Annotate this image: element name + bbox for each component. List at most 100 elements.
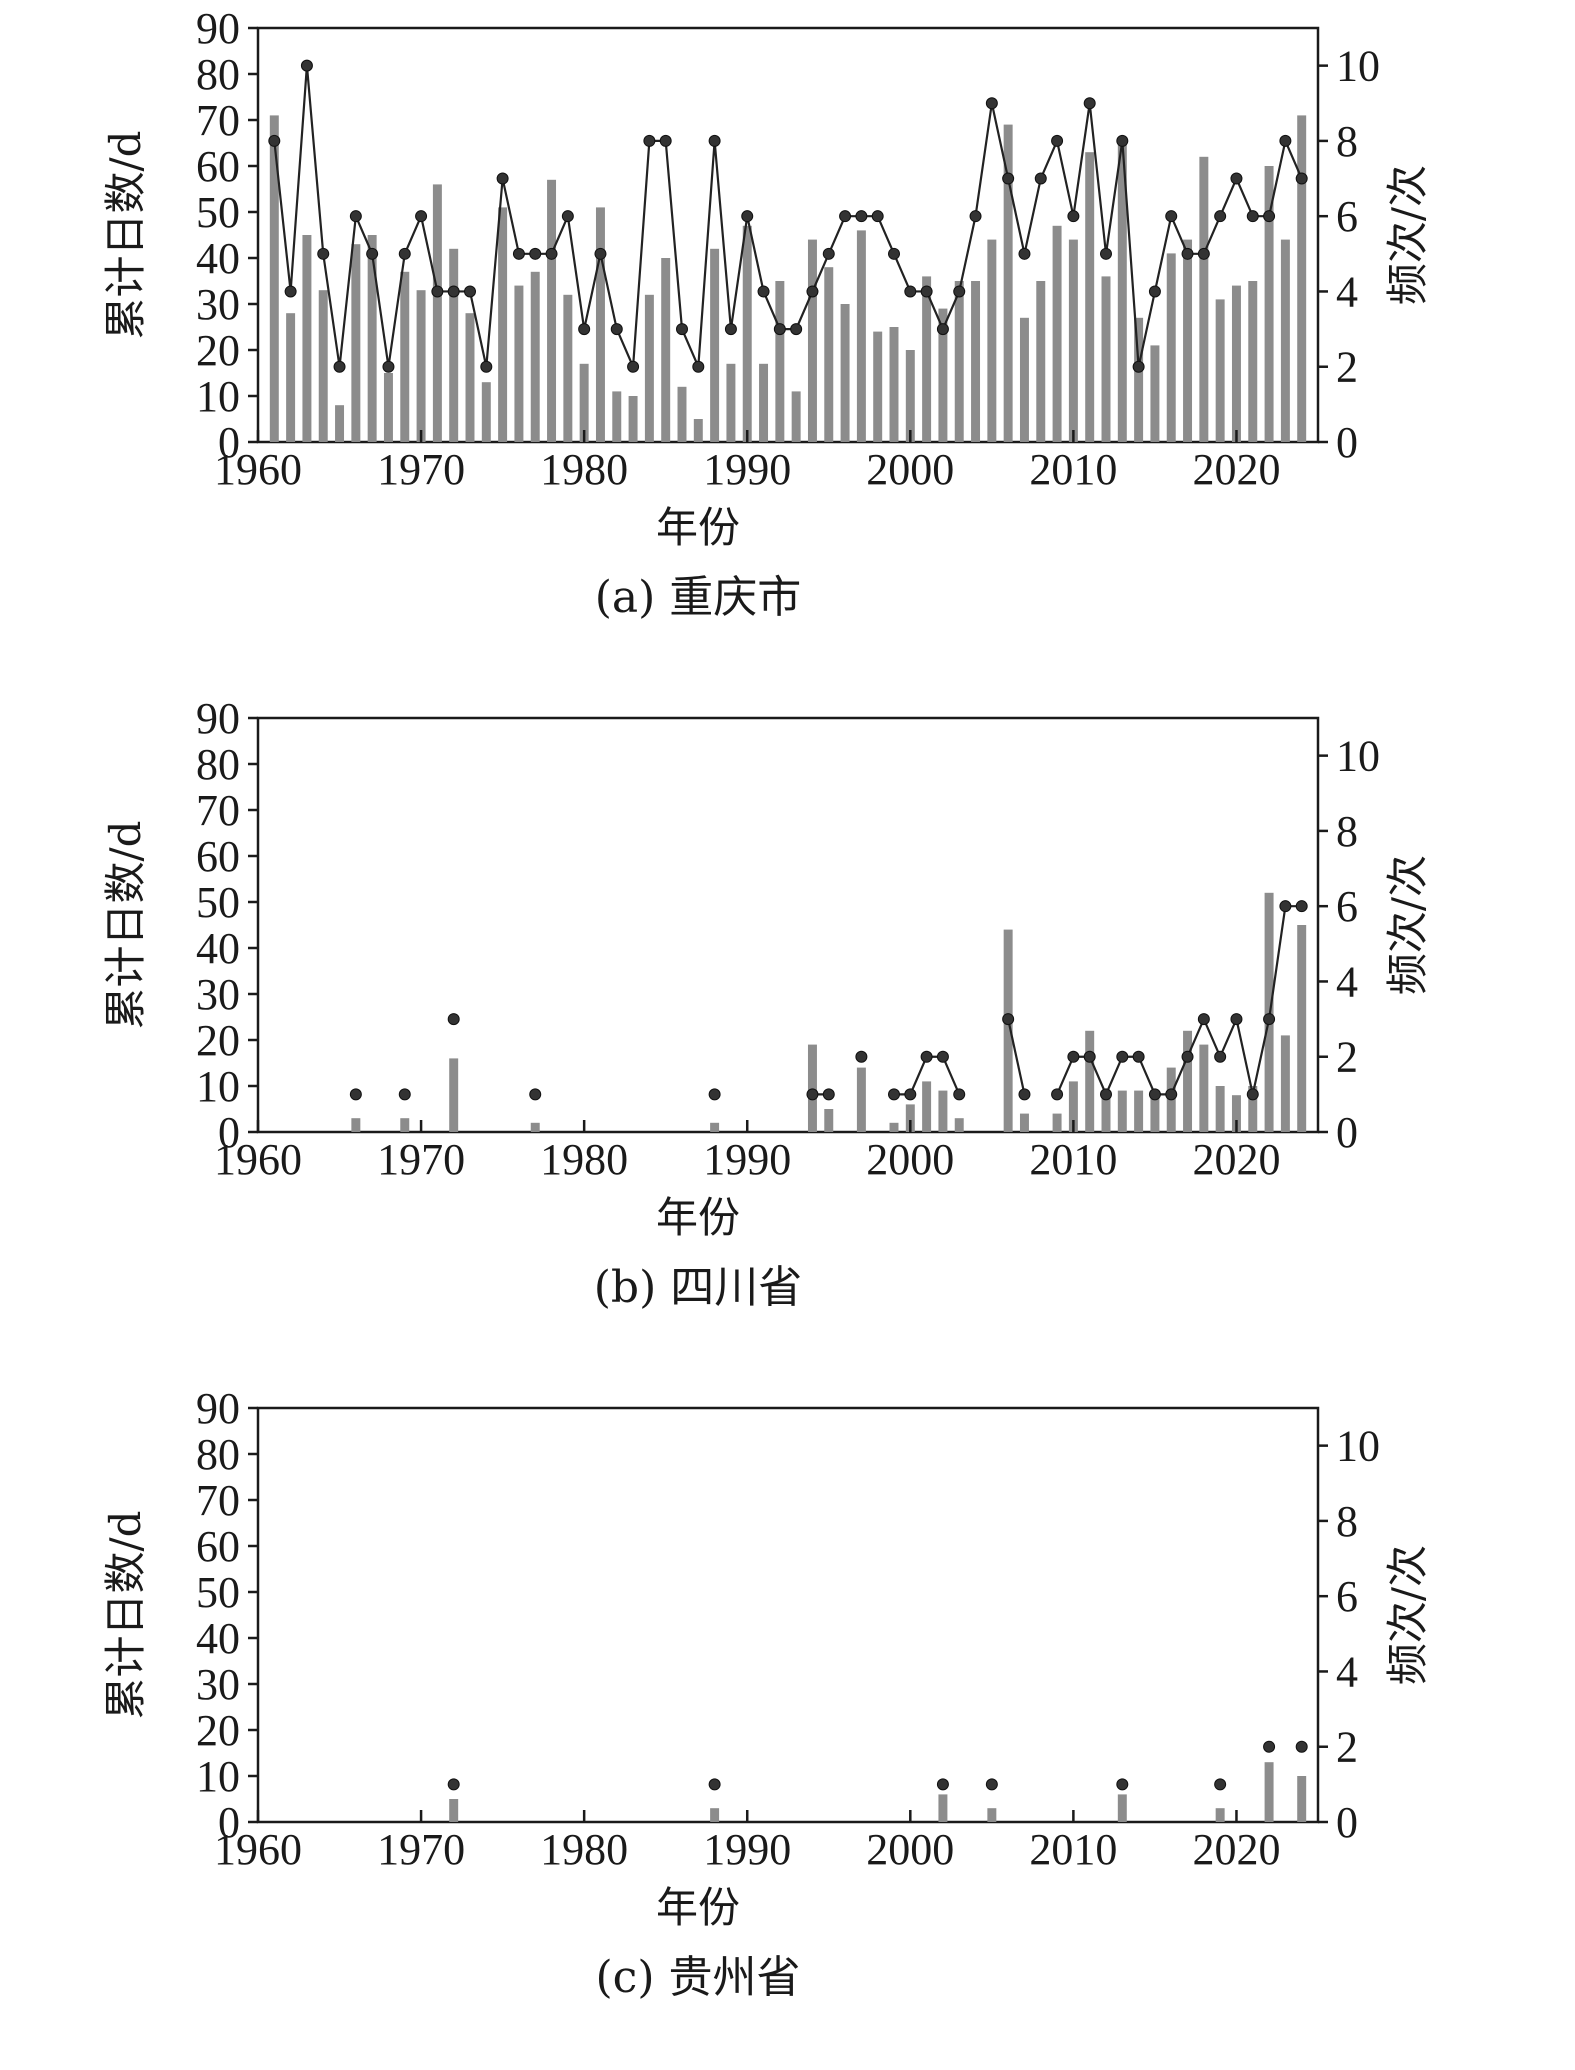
bar-1997 xyxy=(856,1067,866,1132)
x-tick-label: 1960 xyxy=(214,1135,302,1184)
bar-1961 xyxy=(269,115,279,443)
x-tick-label: 2000 xyxy=(866,1825,954,1874)
x-tick-label: 1960 xyxy=(214,1825,302,1874)
x-tick-label: 2010 xyxy=(1029,1825,1117,1874)
bar-1975 xyxy=(498,207,508,442)
frequency-point-1972 xyxy=(447,285,460,298)
y-left-tick-label: 80 xyxy=(196,1430,240,1479)
frequency-point-1975 xyxy=(496,172,509,185)
frequency-point-1993 xyxy=(790,323,803,336)
bar-2005 xyxy=(987,239,997,442)
frequency-point-2001 xyxy=(920,1050,933,1063)
frequency-point-2016 xyxy=(1165,1088,1178,1101)
bar-1984 xyxy=(644,294,654,442)
bar-1992 xyxy=(775,281,785,442)
x-tick-label: 1970 xyxy=(377,1825,465,1874)
chart-panel-a: 0 10 20 30 40 50 60 70 80 90 0 2 4 6 8 10 1960 1970 1980 19… xyxy=(0,0,1575,690)
frequency-point-1996 xyxy=(839,210,852,223)
frequency-point-2006 xyxy=(1002,1013,1015,1026)
bar-2006 xyxy=(1003,124,1013,442)
x-axis-title: 年份 xyxy=(656,1883,740,1932)
y-left-tick-label: 50 xyxy=(196,1568,240,1617)
bar-1972 xyxy=(449,1799,459,1822)
bar-2005 xyxy=(987,1808,997,1822)
frequency-point-1987 xyxy=(692,360,705,373)
bar-2024 xyxy=(1297,1776,1307,1822)
bar-2007 xyxy=(1019,317,1029,442)
frequency-point-1969 xyxy=(398,247,411,260)
y-left-tick-label: 30 xyxy=(196,1660,240,1709)
y-left-tick-label: 90 xyxy=(196,694,240,743)
frequency-point-2012 xyxy=(1100,247,1112,260)
x-tick-label: 1990 xyxy=(703,445,791,494)
y-right-tick-label: 8 xyxy=(1336,1497,1358,1546)
bar-2006 xyxy=(1003,929,1013,1132)
bar-2017 xyxy=(1183,1030,1193,1132)
bar-2014 xyxy=(1134,317,1144,442)
frequency-point-1995 xyxy=(822,247,835,260)
bar-1969 xyxy=(400,1118,410,1132)
y-left-tick-label: 10 xyxy=(196,1752,240,1801)
frequency-point-2003 xyxy=(953,1088,966,1101)
frequency-point-2002 xyxy=(936,1778,949,1791)
plot-frame xyxy=(256,26,1320,444)
frequency-point-2001 xyxy=(920,285,933,298)
frequency-point-1991 xyxy=(757,285,770,298)
frequency-point-2000 xyxy=(904,1088,917,1101)
bar-2019 xyxy=(1215,1086,1225,1132)
y-right-tick-label: 2 xyxy=(1336,343,1358,392)
frequency-point-1999 xyxy=(888,247,900,260)
bar-1964 xyxy=(318,290,328,442)
bar-1967 xyxy=(367,235,377,442)
bar-1979 xyxy=(563,294,573,442)
frequency-point-1984 xyxy=(643,134,656,147)
bar-2008 xyxy=(1036,281,1046,442)
x-tick-label: 1970 xyxy=(377,445,465,494)
y-right-tick-label: 0 xyxy=(1336,1108,1358,1157)
y-right-tick-label: 0 xyxy=(1336,1798,1358,1847)
bar-1966 xyxy=(351,1118,361,1132)
bar-1976 xyxy=(514,285,524,442)
bar-2015 xyxy=(1150,345,1160,442)
y-right-axis-title: 频次/次 xyxy=(1383,1545,1432,1685)
x-tick-label: 1960 xyxy=(214,445,302,494)
frequency-point-2017 xyxy=(1181,1050,1194,1063)
frequency-point-1995 xyxy=(822,1088,835,1101)
y-left-tick-label: 60 xyxy=(196,142,240,191)
bar-2022 xyxy=(1264,1762,1274,1822)
frequency-point-2003 xyxy=(953,285,966,298)
frequency-point-2023 xyxy=(1279,900,1292,913)
bar-2003 xyxy=(954,1118,964,1132)
x-tick-label: 1980 xyxy=(540,1825,628,1874)
y-right-tick-label: 2 xyxy=(1336,1033,1358,1082)
frequency-point-2009 xyxy=(1051,1088,1064,1101)
frequency-point-1983 xyxy=(627,360,640,373)
y-left-tick-label: 80 xyxy=(196,50,240,99)
frequency-point-2020 xyxy=(1230,1013,1243,1026)
bar-2023 xyxy=(1280,239,1290,442)
frequency-point-2019 xyxy=(1214,1778,1227,1791)
frequency-point-2011 xyxy=(1083,1050,1096,1063)
y-right-tick-label: 8 xyxy=(1336,117,1358,166)
y-right-tick-label: 10 xyxy=(1336,42,1380,91)
bar-1990 xyxy=(742,225,752,442)
bar-2000 xyxy=(905,350,915,442)
frequency-point-1997 xyxy=(855,1050,868,1063)
frequency-point-2015 xyxy=(1148,285,1161,298)
y-left-tick-label: 20 xyxy=(196,1016,240,1065)
bar-1966 xyxy=(351,244,361,442)
frequency-point-1962 xyxy=(284,285,297,298)
frequency-point-1972 xyxy=(447,1778,460,1791)
bar-2013 xyxy=(1117,138,1127,442)
x-tick-label: 2000 xyxy=(866,1135,954,1184)
frequency-point-1966 xyxy=(349,1088,362,1101)
bar-1977 xyxy=(530,271,540,442)
y-right-axis-title: 频次/次 xyxy=(1383,165,1432,305)
bar-1996 xyxy=(840,304,850,442)
frequency-point-1978 xyxy=(545,247,558,260)
y-left-tick-label: 20 xyxy=(196,326,240,375)
bar-2011 xyxy=(1085,152,1095,442)
frequency-point-1970 xyxy=(415,210,428,223)
bar-1962 xyxy=(286,313,296,442)
